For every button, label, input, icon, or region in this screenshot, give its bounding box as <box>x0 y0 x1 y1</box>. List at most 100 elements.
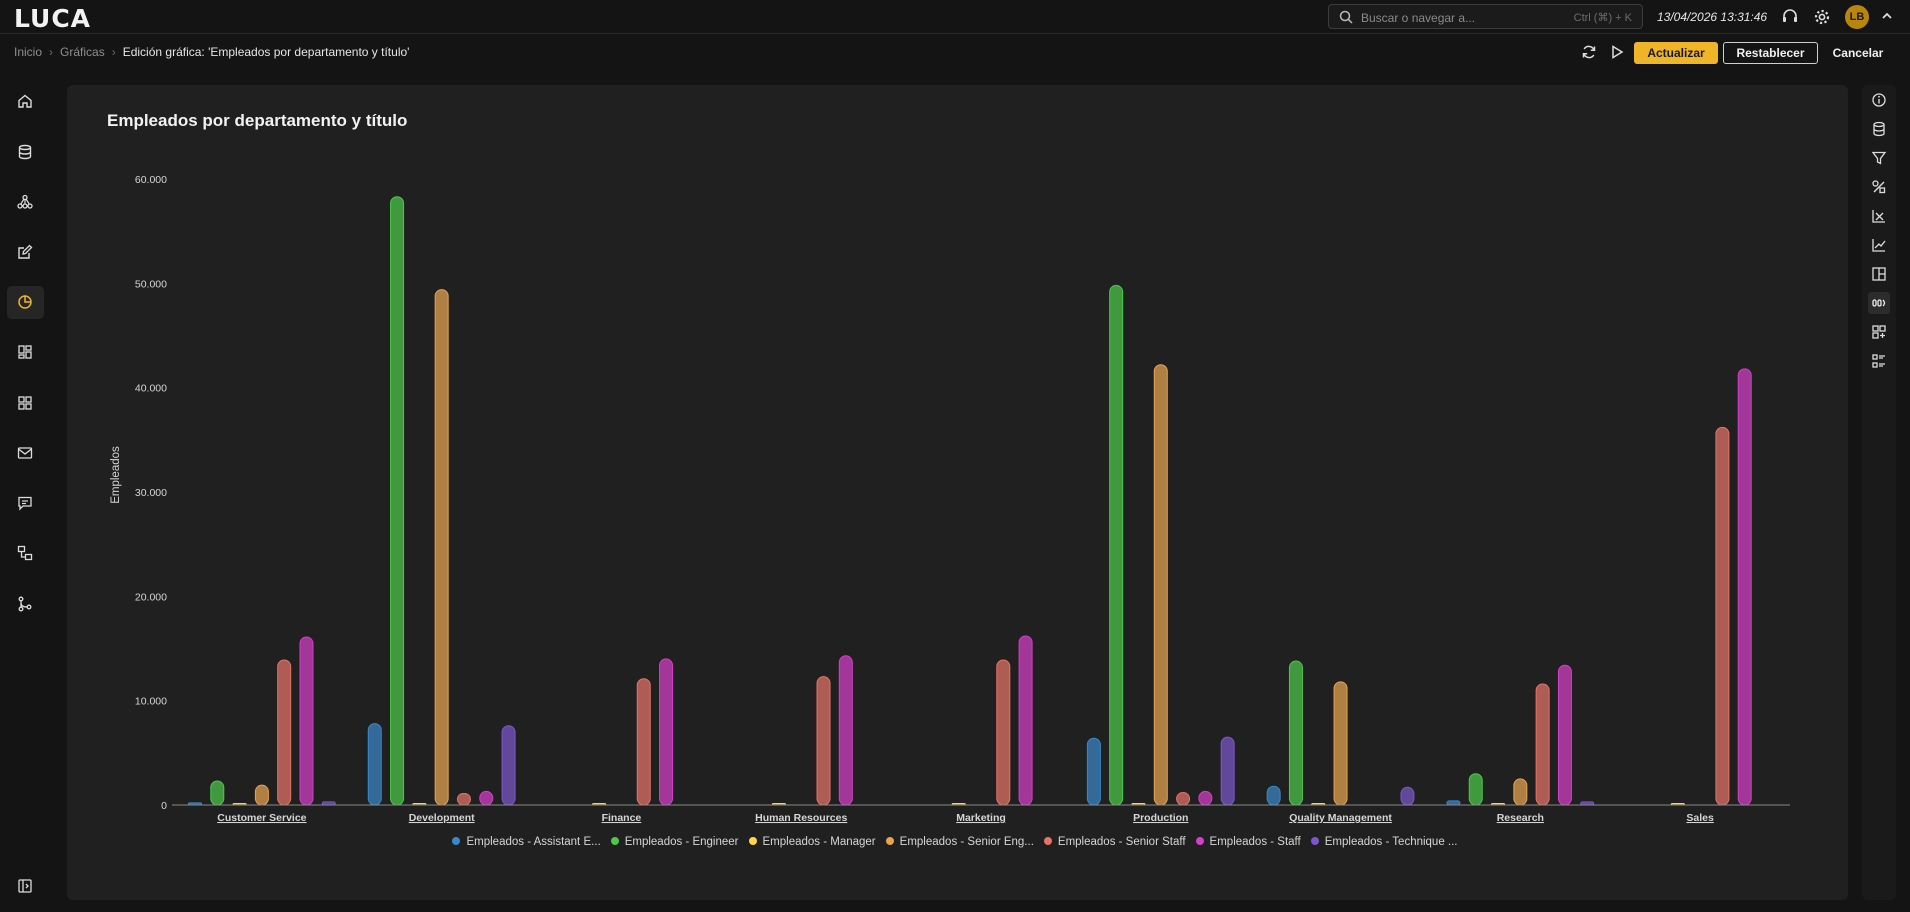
legend-label: Empleados - Manager <box>762 836 876 848</box>
bar <box>479 790 494 806</box>
legend-color-dot <box>452 837 461 845</box>
nav-dashboards[interactable] <box>7 336 44 369</box>
tools-icon <box>1872 180 1886 194</box>
legend-label: Empleados - Senior Eng... <box>899 836 1034 848</box>
config-list[interactable] <box>1868 350 1890 372</box>
refresh-icon[interactable] <box>1581 44 1599 62</box>
x-tick-label: Development <box>409 812 475 824</box>
layout-icon <box>1872 267 1886 281</box>
legend-item[interactable]: Empleados - Manager <box>748 836 876 848</box>
bar <box>636 678 651 806</box>
config-y-axis[interactable] <box>1868 234 1890 256</box>
nav-editor[interactable] <box>7 236 44 269</box>
y-tick-label: 20.000 <box>135 591 167 603</box>
bar <box>1109 284 1124 806</box>
config-tools[interactable] <box>1868 176 1890 198</box>
collapse-sidebar-icon[interactable] <box>17 878 33 899</box>
chart-pie-icon <box>18 295 32 309</box>
bar <box>434 289 449 806</box>
bar <box>1153 364 1168 806</box>
config-filter[interactable] <box>1868 147 1890 169</box>
branch-icon <box>18 596 32 612</box>
chart-title: Empleados por departamento y título <box>107 111 408 130</box>
y-tick-label: 60.000 <box>135 174 167 186</box>
app-logo[interactable]: LUCA <box>14 4 92 33</box>
breadcrumb-item-home[interactable]: Inicio <box>14 45 43 59</box>
home-icon <box>18 94 32 108</box>
nav-branches[interactable] <box>7 588 44 621</box>
config-panels[interactable] <box>1868 321 1890 343</box>
search-icon <box>1339 10 1353 29</box>
legend-item[interactable]: Empleados - Senior Eng... <box>885 836 1034 848</box>
nav-chat[interactable] <box>7 487 44 520</box>
mail-icon <box>17 447 33 459</box>
legend-label: Empleados - Staff <box>1209 836 1301 848</box>
search-shortcut: Ctrl (⌘) + K <box>1573 12 1632 24</box>
config-info[interactable] <box>1868 89 1890 111</box>
series-icon <box>1872 299 1886 307</box>
legend-item[interactable]: Empleados - Staff <box>1195 836 1301 848</box>
cancel-button[interactable]: Cancelar <box>1832 46 1884 60</box>
nav-flows[interactable] <box>7 537 44 570</box>
list-icon <box>1872 354 1885 368</box>
x-axis: Customer Service Development Finance Human … <box>217 812 1714 824</box>
x-tick-label: Finance <box>602 812 642 824</box>
bar <box>659 658 674 806</box>
nav-home[interactable] <box>7 85 44 118</box>
legend-color-dot <box>1310 837 1319 845</box>
legend-color-dot <box>610 837 619 845</box>
play-icon[interactable] <box>1609 44 1627 62</box>
nav-mail[interactable] <box>7 437 44 470</box>
bar <box>1288 660 1303 806</box>
y-tick-label: 30.000 <box>135 487 167 499</box>
user-avatar[interactable]: LB <box>1845 5 1869 29</box>
x-tick-label: Research <box>1497 812 1544 824</box>
database-icon <box>1873 121 1885 137</box>
search-input[interactable]: Buscar o navegar a... Ctrl (⌘) + K <box>1328 4 1643 29</box>
bar <box>1198 790 1213 806</box>
config-layout[interactable] <box>1868 263 1890 285</box>
x-tick-label: Sales <box>1686 812 1714 824</box>
bar <box>1513 778 1528 806</box>
legend-label: Empleados - Assistant E... <box>466 836 601 848</box>
legend-item[interactable]: Empleados - Senior Staff <box>1043 836 1186 848</box>
breadcrumb-item-charts[interactable]: Gráficas <box>60 45 105 59</box>
chart-panel <box>67 85 1848 900</box>
bar <box>501 725 516 806</box>
bar <box>816 676 831 806</box>
bar <box>1220 736 1235 806</box>
info-icon <box>1872 93 1886 107</box>
settings-gear-icon[interactable] <box>1813 8 1831 26</box>
reset-button[interactable]: Restablecer <box>1723 42 1818 64</box>
bar <box>1266 785 1281 806</box>
bar <box>1176 791 1191 806</box>
search-placeholder: Buscar o navegar a... <box>1361 11 1476 25</box>
legend-item[interactable]: Empleados - Engineer <box>610 836 739 848</box>
legend-color-dot <box>748 837 757 845</box>
bar <box>1400 786 1415 806</box>
nav-models[interactable] <box>7 186 44 219</box>
nav-charts[interactable] <box>7 286 44 319</box>
legend-item[interactable]: Empleados - Assistant E... <box>452 836 601 848</box>
config-x-axis[interactable] <box>1868 205 1890 227</box>
nav-data-sources[interactable] <box>7 136 44 169</box>
nav-widgets[interactable] <box>7 387 44 420</box>
y-tick-label: 10.000 <box>135 696 167 708</box>
support-icon[interactable] <box>1781 8 1799 26</box>
x-tick-label: Customer Service <box>217 812 306 824</box>
bar <box>1468 773 1483 806</box>
breadcrumb: Inicio › Gráficas › Edición gráfica: 'Emplea… <box>14 45 409 59</box>
dashboard-icon <box>18 345 32 359</box>
config-data[interactable] <box>1868 118 1890 140</box>
bar <box>277 659 292 806</box>
legend-item[interactable]: Empleados - Technique ... <box>1310 836 1458 848</box>
bar <box>1535 683 1550 806</box>
x-tick-label: Production <box>1133 812 1188 824</box>
bar <box>1333 681 1348 806</box>
config-series[interactable] <box>1868 292 1890 314</box>
network-icon <box>17 194 33 209</box>
update-button[interactable]: Actualizar <box>1634 42 1718 64</box>
chevron-up-icon[interactable] <box>1879 8 1897 26</box>
breadcrumb-current: Edición gráfica: 'Empleados por departam… <box>122 45 410 59</box>
database-icon <box>18 144 32 160</box>
